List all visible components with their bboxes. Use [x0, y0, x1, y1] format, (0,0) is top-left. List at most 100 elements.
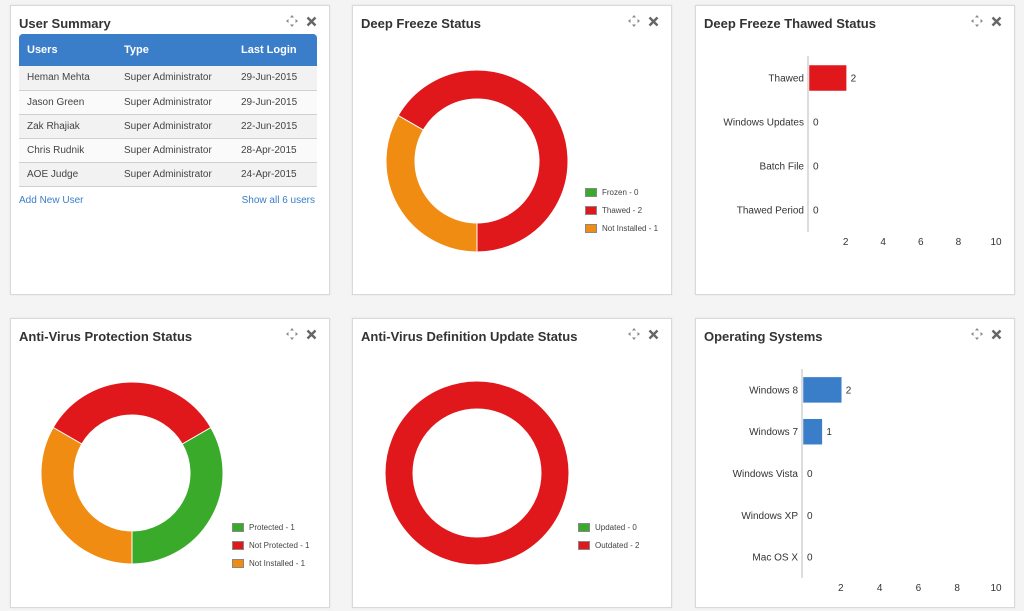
legend-label: Outdated - 2: [595, 540, 640, 550]
panel-title: Deep Freeze Thawed Status: [704, 16, 876, 31]
bar[interactable]: [802, 418, 823, 445]
legend-label: Not Installed - 1: [602, 223, 659, 233]
bar[interactable]: [808, 64, 847, 92]
legend-label: Frozen - 0: [602, 187, 639, 197]
legend-label: Not Protected - 1: [249, 540, 310, 550]
close-icon[interactable]: [991, 16, 1002, 27]
legend-swatch: [585, 187, 597, 197]
table-row[interactable]: Jason Green Super Administrator 29-Jun-2…: [19, 90, 317, 115]
legend-item[interactable]: Thawed - 2: [585, 201, 658, 219]
user-summary-panel: User Summary Users Type Last Login Heman…: [10, 5, 330, 295]
panel-title: User Summary: [19, 16, 111, 31]
category-label: Windows 7: [749, 427, 798, 438]
column-header-users[interactable]: Users: [19, 34, 116, 66]
column-header-type[interactable]: Type: [116, 34, 233, 66]
category-label: Windows 8: [749, 385, 798, 396]
x-tick-label: 2: [838, 583, 844, 594]
antivirus-definition-donut-chart: [384, 380, 570, 566]
last-login-cell: 29-Jun-2015: [233, 90, 317, 115]
category-label: Windows Updates: [723, 118, 804, 129]
operating-systems-bar-chart: Windows 8 2 Windows 7 1 Windows Vista 0 Window…: [733, 369, 1002, 594]
x-tick-label: 6: [918, 237, 924, 248]
last-login-cell: 24-Apr-2015: [233, 162, 317, 187]
panel-tools: [971, 328, 1002, 340]
panel-tools: [628, 15, 659, 27]
operating-systems-panel: Operating Systems Windows 8 2 Windows 7 1 Wi…: [695, 318, 1015, 608]
x-tick-label: 10: [990, 583, 1002, 594]
close-icon[interactable]: [306, 329, 317, 340]
user-type-cell: Super Administrator: [116, 66, 233, 91]
legend-item[interactable]: Not Protected - 1: [232, 536, 309, 554]
legend-label: Updated - 0: [595, 522, 637, 532]
bar-value-label: 0: [813, 206, 819, 217]
table-row[interactable]: Zak Rhajiak Super Administrator 22-Jun-2…: [19, 114, 317, 139]
legend-item[interactable]: Not Installed - 1: [585, 219, 658, 237]
move-icon[interactable]: [971, 328, 983, 340]
show-all-users-link[interactable]: Show all 6 users: [241, 195, 315, 206]
donut-slice-not-installed[interactable]: [385, 114, 478, 253]
category-label: Thawed Period: [737, 206, 804, 217]
donut-slice-not-installed[interactable]: [40, 426, 133, 565]
close-icon[interactable]: [991, 329, 1002, 340]
add-new-user-link[interactable]: Add New User: [19, 195, 84, 206]
x-tick-label: 8: [956, 237, 962, 248]
user-name-cell: Heman Mehta: [19, 66, 116, 91]
donut-slice-not-protected[interactable]: [52, 381, 212, 445]
move-icon[interactable]: [628, 328, 640, 340]
user-name-cell: Jason Green: [19, 90, 116, 115]
thawed-status-bar-chart: Thawed 2 Windows Updates 0 Batch File 0 Thawed…: [723, 56, 1002, 248]
x-tick-label: 2: [843, 237, 849, 248]
close-icon[interactable]: [648, 16, 659, 27]
move-icon[interactable]: [286, 328, 298, 340]
chart-legend: Protected - 1 Not Protected - 1 Not Instal…: [232, 518, 309, 572]
deep-freeze-thawed-panel: Deep Freeze Thawed Status Thawed 2 Windows…: [695, 5, 1015, 295]
bar-value-label: 0: [807, 553, 813, 564]
legend-item[interactable]: Updated - 0: [578, 518, 639, 536]
column-header-last-login[interactable]: Last Login: [233, 34, 317, 66]
move-icon[interactable]: [628, 15, 640, 27]
legend-item[interactable]: Not Installed - 1: [232, 554, 309, 572]
bar-value-label: 2: [851, 74, 857, 85]
legend-swatch: [578, 522, 590, 532]
table-row[interactable]: Chris Rudnik Super Administrator 28-Apr-…: [19, 138, 317, 163]
bar[interactable]: [802, 376, 843, 404]
panel-tools: [286, 328, 317, 340]
panel-title: Operating Systems: [704, 329, 823, 344]
user-type-cell: Super Administrator: [116, 138, 233, 163]
panel-title: Deep Freeze Status: [361, 16, 481, 31]
legend-swatch: [232, 522, 244, 532]
table-row[interactable]: AOE Judge Super Administrator 24-Apr-201…: [19, 162, 317, 187]
donut-slice-outdated[interactable]: [384, 380, 570, 566]
legend-item[interactable]: Outdated - 2: [578, 536, 639, 554]
user-type-cell: Super Administrator: [116, 90, 233, 115]
close-icon[interactable]: [306, 16, 317, 27]
donut-slice-protected[interactable]: [131, 426, 224, 565]
table-header-row: Users Type Last Login: [19, 34, 317, 66]
bar-value-label: 2: [846, 385, 852, 396]
move-icon[interactable]: [971, 15, 983, 27]
category-label: Mac OS X: [752, 553, 798, 564]
panel-tools: [286, 15, 317, 27]
legend-swatch: [232, 540, 244, 550]
legend-item[interactable]: Protected - 1: [232, 518, 309, 536]
panel-tools: [971, 15, 1002, 27]
chart-legend: Frozen - 0 Thawed - 2 Not Installed - 1: [585, 183, 658, 237]
deep-freeze-donut-chart: [385, 69, 569, 253]
donut-slice-thawed[interactable]: [397, 69, 569, 253]
user-type-cell: Super Administrator: [116, 162, 233, 187]
bar-value-label: 0: [813, 162, 819, 173]
legend-swatch: [585, 223, 597, 233]
legend-swatch: [578, 540, 590, 550]
x-tick-label: 10: [990, 237, 1002, 248]
close-icon[interactable]: [648, 329, 659, 340]
bar-value-label: 0: [813, 118, 819, 129]
panel-title: Anti-Virus Definition Update Status: [361, 329, 578, 344]
user-type-cell: Super Administrator: [116, 114, 233, 139]
table-row[interactable]: Heman Mehta Super Administrator 29-Jun-2…: [19, 66, 317, 91]
move-icon[interactable]: [286, 15, 298, 27]
bar-value-label: 1: [826, 427, 832, 438]
last-login-cell: 22-Jun-2015: [233, 114, 317, 139]
legend-label: Not Installed - 1: [249, 558, 306, 568]
antivirus-protection-panel: Anti-Virus Protection Status Protected -…: [10, 318, 330, 608]
legend-item[interactable]: Frozen - 0: [585, 183, 658, 201]
